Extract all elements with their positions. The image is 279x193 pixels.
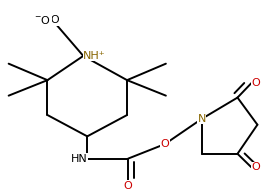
Text: NH⁺: NH⁺	[83, 51, 106, 61]
Text: HN: HN	[71, 154, 87, 164]
Text: $^{-}$O: $^{-}$O	[34, 14, 51, 26]
Text: N: N	[198, 114, 206, 124]
Text: O: O	[251, 78, 260, 88]
Text: O: O	[124, 181, 133, 191]
Text: O: O	[251, 162, 260, 172]
Text: ⁻O: ⁻O	[45, 15, 60, 25]
Text: O: O	[160, 139, 169, 149]
